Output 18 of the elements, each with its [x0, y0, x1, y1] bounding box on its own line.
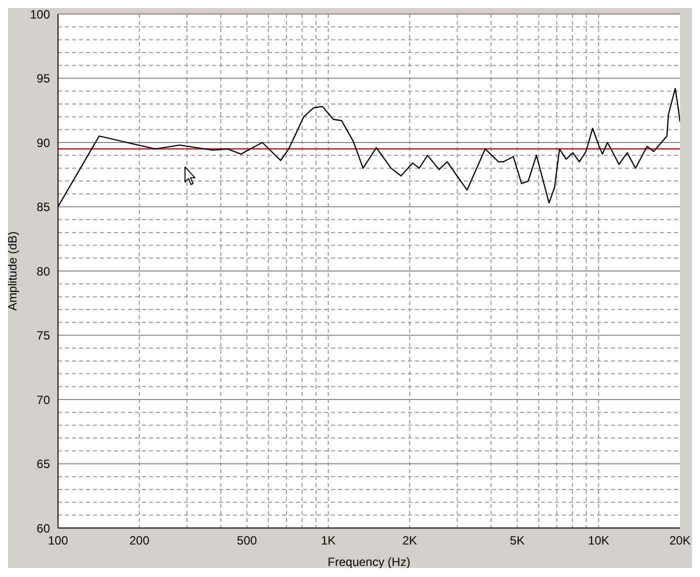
- y-axis-title: Amplitude (dB): [5, 231, 20, 311]
- y-tick-label: 100: [30, 7, 50, 22]
- x-tick-label: 5K: [510, 534, 525, 548]
- x-tick-label: 100: [48, 534, 68, 548]
- x-tick-label: 500: [236, 534, 258, 548]
- y-tick-label: 90: [36, 136, 50, 150]
- x-tick-label: 1K: [320, 534, 336, 548]
- y-tick-label: 70: [36, 392, 50, 407]
- y-tick-label: 65: [36, 457, 50, 472]
- x-tick-label: 20K: [669, 534, 691, 548]
- x-tick-label: 2K: [402, 534, 418, 548]
- y-tick-label: 95: [36, 72, 50, 86]
- x-tick-label: 200: [129, 534, 150, 548]
- y-tick-label: 75: [36, 328, 50, 343]
- x-tick-label: 10K: [588, 534, 610, 548]
- y-tick-label: 60: [36, 521, 50, 536]
- y-tick-label: 85: [36, 200, 50, 214]
- y-tick-label: 80: [36, 264, 50, 278]
